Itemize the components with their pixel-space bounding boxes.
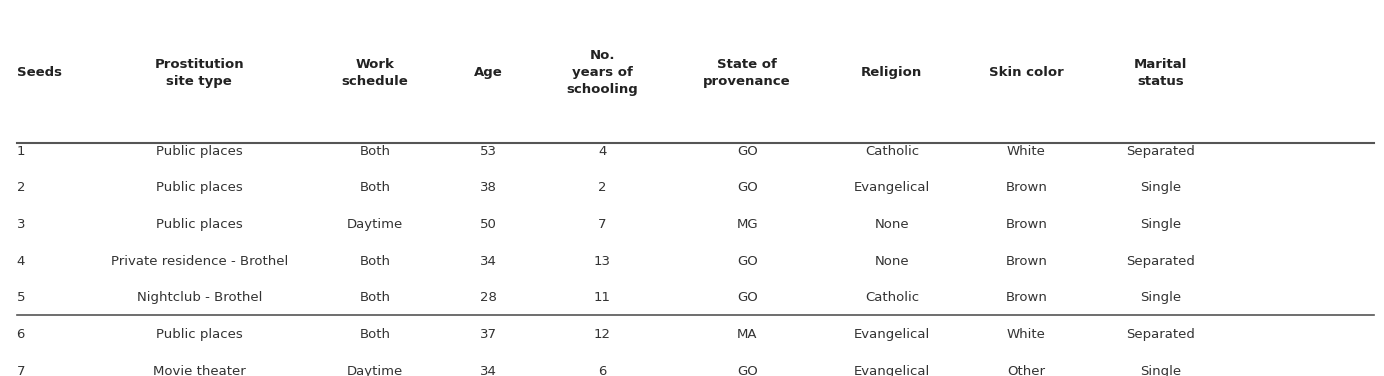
Text: Brown: Brown [1005,291,1048,305]
Text: Catholic: Catholic [865,145,919,158]
Text: 50: 50 [480,218,497,231]
Text: 4: 4 [598,145,606,158]
Text: Brown: Brown [1005,181,1048,194]
Text: 2: 2 [598,181,606,194]
Text: Evangelical: Evangelical [854,365,930,376]
Text: GO: GO [736,291,757,305]
Text: Marital
status: Marital status [1133,58,1187,88]
Text: No.
years of
schooling: No. years of schooling [566,50,638,97]
Text: 2: 2 [17,181,25,194]
Text: Other: Other [1008,365,1045,376]
Text: 3: 3 [17,218,25,231]
Text: GO: GO [736,255,757,268]
Text: 6: 6 [17,328,25,341]
Text: Brown: Brown [1005,255,1048,268]
Text: 37: 37 [480,328,497,341]
Text: Single: Single [1140,218,1181,231]
Text: GO: GO [736,181,757,194]
Text: Catholic: Catholic [865,291,919,305]
Text: Work
schedule: Work schedule [342,58,408,88]
Text: 6: 6 [598,365,606,376]
Text: 7: 7 [17,365,25,376]
Text: Movie theater: Movie theater [152,365,245,376]
Text: White: White [1006,145,1046,158]
Text: Separated: Separated [1127,255,1196,268]
Text: Single: Single [1140,365,1181,376]
Text: 28: 28 [480,291,497,305]
Text: Daytime: Daytime [347,365,403,376]
Text: Public places: Public places [156,181,242,194]
Text: Daytime: Daytime [347,218,403,231]
Text: 1: 1 [17,145,25,158]
Text: 4: 4 [17,255,25,268]
Text: Both: Both [360,145,390,158]
Text: 38: 38 [480,181,497,194]
Text: 34: 34 [480,365,497,376]
Text: Seeds: Seeds [17,67,61,79]
Text: Brown: Brown [1005,218,1048,231]
Text: Separated: Separated [1127,145,1196,158]
Text: Single: Single [1140,291,1181,305]
Text: Prostitution
site type: Prostitution site type [155,58,244,88]
Text: Both: Both [360,255,390,268]
Text: None: None [875,255,909,268]
Text: GO: GO [736,365,757,376]
Text: Public places: Public places [156,145,242,158]
Text: Religion: Religion [861,67,923,79]
Text: Evangelical: Evangelical [854,328,930,341]
Text: 7: 7 [598,218,606,231]
Text: Age: Age [475,67,502,79]
Text: Public places: Public places [156,218,242,231]
Text: None: None [875,218,909,231]
Text: Skin color: Skin color [990,67,1064,79]
Text: Both: Both [360,328,390,341]
Text: White: White [1006,328,1046,341]
Text: 13: 13 [594,255,610,268]
Text: MA: MA [736,328,757,341]
Text: Evangelical: Evangelical [854,181,930,194]
Text: Single: Single [1140,181,1181,194]
Text: 34: 34 [480,255,497,268]
Text: Nightclub - Brothel: Nightclub - Brothel [137,291,262,305]
Text: GO: GO [736,145,757,158]
Text: 12: 12 [594,328,610,341]
Text: Private residence - Brothel: Private residence - Brothel [111,255,288,268]
Text: MG: MG [736,218,758,231]
Text: Both: Both [360,291,390,305]
Text: 11: 11 [594,291,610,305]
Text: State of
provenance: State of provenance [703,58,790,88]
Text: Public places: Public places [156,328,242,341]
Text: 53: 53 [480,145,497,158]
Text: Separated: Separated [1127,328,1196,341]
Text: 5: 5 [17,291,25,305]
Text: Both: Both [360,181,390,194]
